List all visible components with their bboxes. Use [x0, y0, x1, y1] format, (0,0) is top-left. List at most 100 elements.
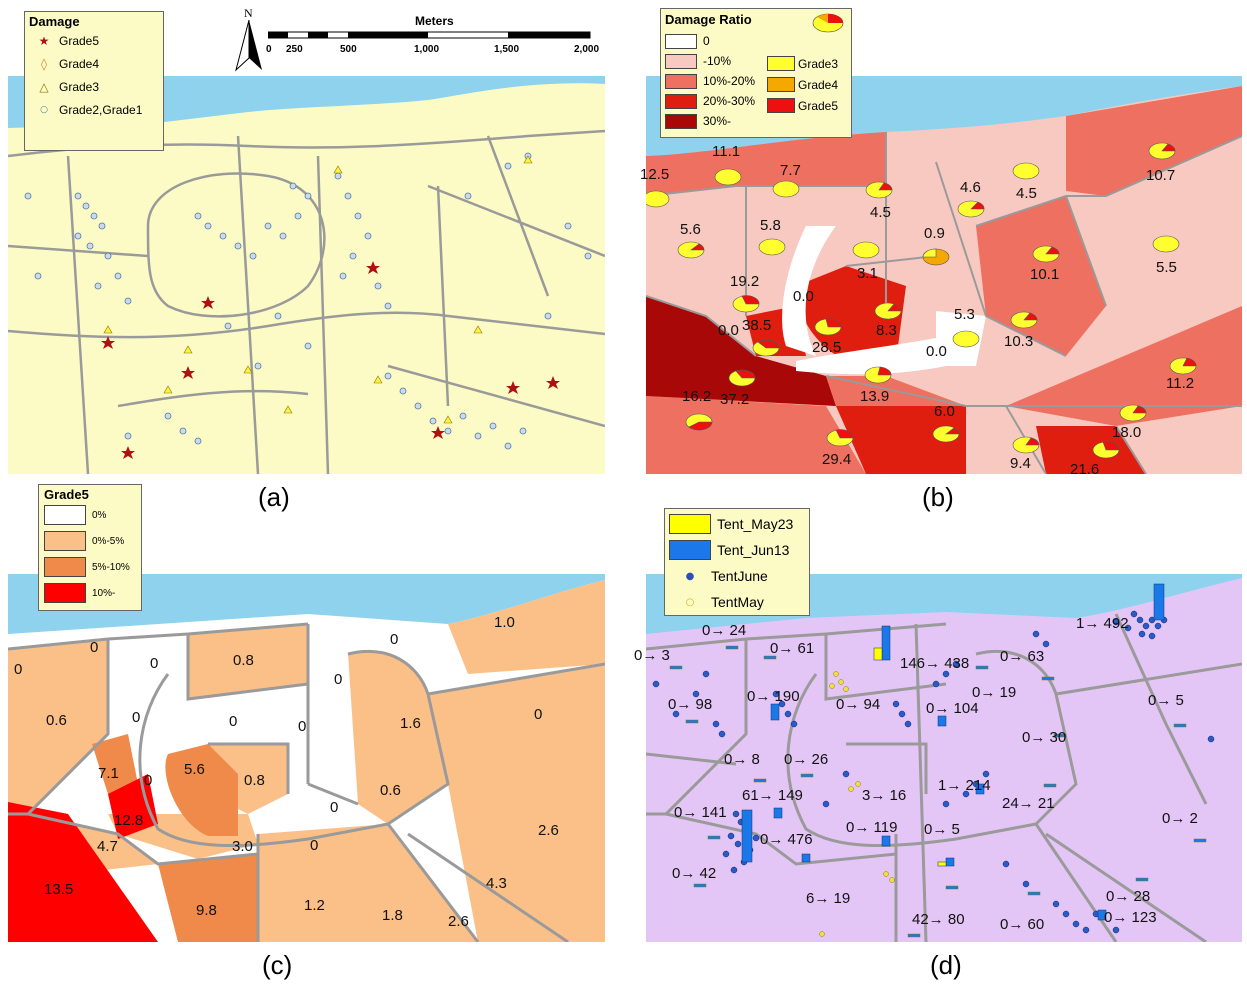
panel-b-value: 5.3	[954, 306, 975, 323]
panel-b-value: 13.9	[860, 388, 890, 405]
panel-b-value: 10.1	[1030, 266, 1060, 283]
panel-b-value: 38.5	[742, 317, 772, 334]
panel-a-legend-title: Damage	[29, 14, 80, 29]
legend-class-5-10pct: 5%-10%	[44, 554, 136, 580]
panel-c-value: 0	[334, 671, 343, 688]
panel-b-value: 18.0	[1112, 424, 1142, 441]
panel-b-value: 4.5	[1016, 185, 1037, 202]
panel-d-value: 0→ 3	[634, 647, 670, 664]
caption-c: (c)	[262, 950, 293, 980]
legend-tent-may: ○ TentMay	[669, 589, 805, 615]
panel-d-value: 6→ 19	[806, 890, 851, 907]
panel-c-value: 0	[298, 718, 307, 735]
legend-item-grade5: ★ Grade5	[29, 29, 159, 52]
pie-legend-icon	[812, 13, 844, 33]
panel-a-damage-map	[8, 76, 605, 474]
dot-icon: ○	[685, 596, 695, 608]
panel-c-value: 1.0	[494, 614, 515, 631]
panel-b-value: 37.2	[720, 391, 750, 408]
panel-d-value: 0→ 42	[672, 865, 717, 882]
legend-grade5: Grade5	[767, 95, 838, 116]
panel-c-value: 0	[132, 709, 141, 726]
legend-item-grade4: ◊ Grade4	[29, 52, 159, 75]
legend-grade4: Grade4	[767, 74, 838, 95]
panel-b-value: 0.0	[718, 322, 739, 339]
panel-c-value: 5.6	[184, 761, 205, 778]
panel-b-value: 12.5	[640, 166, 670, 183]
panel-c-value: 2.6	[538, 822, 559, 839]
panel-d-value: 0→ 8	[724, 751, 760, 768]
panel-b-value: 4.5	[870, 204, 891, 221]
panel-c-value: 0.6	[380, 782, 401, 799]
panel-c-value: 1.2	[304, 897, 325, 914]
panel-b-value: 8.3	[876, 322, 897, 339]
panel-d-value: 0→ 24	[702, 622, 747, 639]
legend-class-0: 0	[665, 31, 755, 51]
panel-d-value: 0→ 60	[1000, 916, 1045, 933]
legend-tent-jun13: Tent_Jun13	[669, 537, 805, 563]
panel-d-legend: Tent_May23 Tent_Jun13 ● TentJune ○ TentMay	[664, 508, 810, 616]
scale-tick-1000: 1,000	[414, 44, 440, 55]
panel-c-value: 0.6	[46, 712, 67, 729]
panel-d-value: 0→ 141	[674, 804, 727, 821]
panel-b-value: 4.6	[960, 179, 981, 196]
panel-d-value: 1→ 214	[938, 777, 991, 794]
scale-title: Meters	[415, 14, 454, 28]
panel-b-value: 28.5	[812, 339, 842, 356]
panel-d-value: 0→ 5	[924, 821, 960, 838]
legend-class-10-20: 10%-20%	[665, 71, 755, 91]
diamond-icon: ◊	[41, 56, 47, 71]
panel-d-value: 0→ 98	[668, 696, 713, 713]
panel-d-value: 0→ 30	[1022, 729, 1067, 746]
north-arrow: N	[232, 6, 266, 72]
panel-c-value: 0	[330, 799, 339, 816]
panel-b-value: 10.7	[1146, 167, 1176, 184]
panel-c-value: 0	[90, 639, 99, 656]
panel-d-value: 0→ 63	[1000, 648, 1045, 665]
panel-d-value: 24→ 21	[1002, 795, 1055, 812]
panel-d-value: 0→ 61	[770, 640, 815, 657]
panel-d-value: 0→ 476	[760, 831, 813, 848]
panel-c-legend: Grade5 0% 0%-5% 5%-10% 10%-	[38, 484, 142, 611]
panel-b-value: 0.0	[926, 343, 947, 360]
dot-icon: ●	[685, 570, 695, 582]
panel-b-value: 5.8	[760, 217, 781, 234]
legend-class-under10: -10%	[665, 51, 755, 71]
panel-b-damage-ratio-map	[646, 76, 1242, 474]
panel-b-pie-markers	[646, 142, 1197, 459]
scale-bar: Meters 0 250 500 1,000 1,500 2,000	[266, 14, 608, 60]
legend-item-grade2-grade1: ○ Grade2,Grade1	[29, 98, 159, 121]
panel-c-value: 13.5	[44, 881, 74, 898]
scale-tick-500: 500	[340, 44, 357, 55]
panel-b-value: 0.9	[924, 225, 945, 242]
scale-tick-0: 0	[266, 44, 272, 55]
panel-c-value: 2.6	[448, 913, 469, 930]
panel-d-value: 146→ 438	[900, 655, 970, 672]
scale-tick-2000: 2,000	[574, 44, 600, 55]
panel-a-legend: Damage ★ Grade5 ◊ Grade4 △ Grade3 ○ Grade2,G…	[24, 11, 164, 151]
north-arrow-icon	[235, 20, 262, 72]
panel-c-value: 0	[534, 706, 543, 723]
panel-c-basemap	[8, 574, 605, 942]
legend-class-0-5pct: 0%-5%	[44, 528, 136, 554]
panel-b-value: 0.0	[793, 288, 814, 305]
panel-b-value: 19.2	[730, 273, 760, 290]
panel-c-value: 0	[229, 713, 238, 730]
panel-d-value: 61→ 149	[742, 787, 803, 804]
panel-c-value: 4.3	[486, 875, 507, 892]
panel-b-value: 9.4	[1010, 455, 1031, 472]
panel-c-legend-title: Grade5	[44, 487, 89, 502]
panel-b-value: 5.6	[680, 221, 701, 238]
panel-c-value: 0	[310, 837, 319, 854]
triangle-icon: △	[39, 79, 49, 94]
legend-tent-may23: Tent_May23	[669, 511, 805, 537]
panel-c-grade5-map	[8, 574, 605, 942]
legend-class-over10pct: 10%-	[44, 580, 136, 606]
panel-d-value: 0→ 28	[1106, 888, 1151, 905]
panel-c-value: 3.0	[232, 838, 253, 855]
panel-d-value: 0→ 190	[747, 688, 800, 705]
panel-c-value: 7.1	[98, 765, 119, 782]
panel-b-value: 21.6	[1070, 461, 1100, 478]
panel-d-value: 0→ 123	[1104, 909, 1157, 926]
panel-c-value: 0.8	[233, 652, 254, 669]
